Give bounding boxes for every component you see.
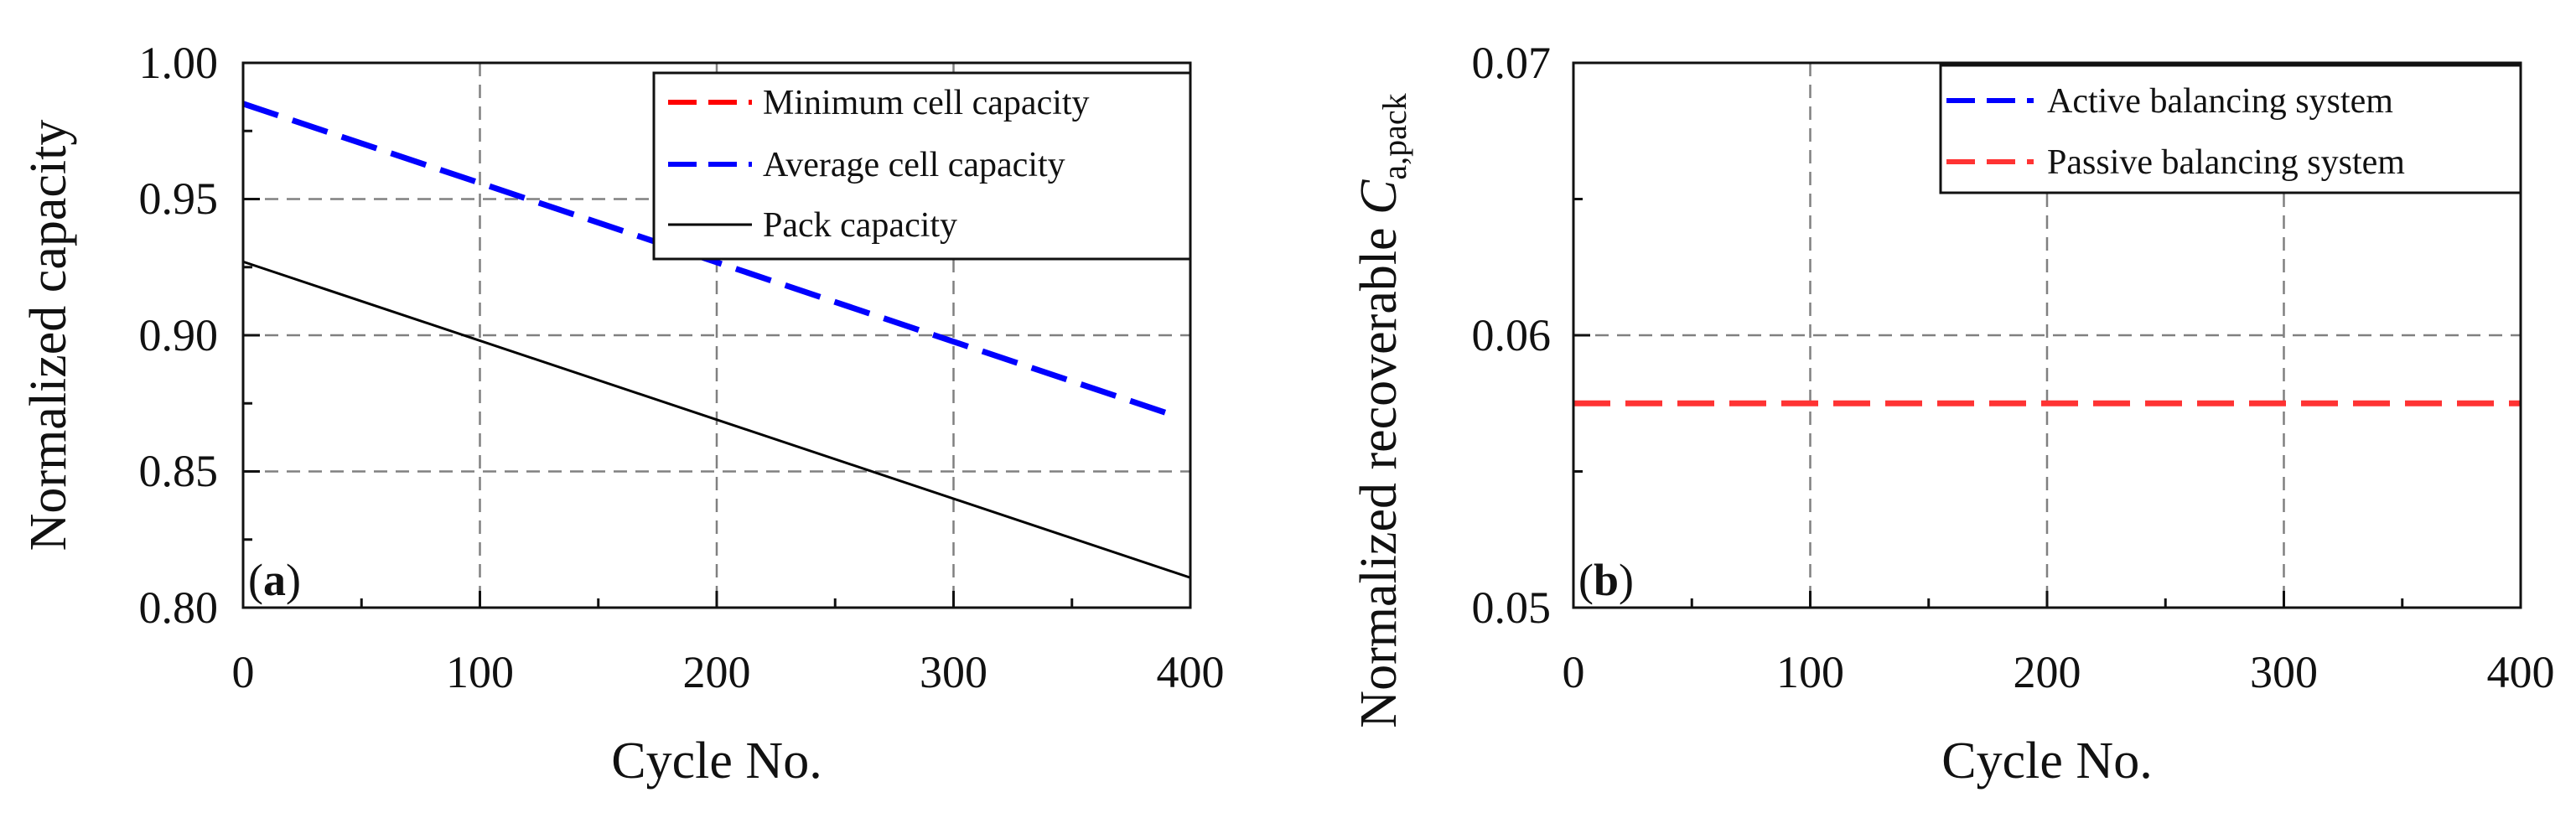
- y-axis-label-subscript: a,pack: [1376, 93, 1413, 179]
- x-axis-label: Cycle No.: [611, 733, 822, 790]
- panel-label-paren: (: [1578, 555, 1594, 605]
- legend-entry: Passive balancing system: [2047, 143, 2405, 182]
- panel-label-paren: ): [286, 555, 301, 605]
- x-tick-label: 300: [920, 647, 987, 697]
- legend-box: [1939, 64, 2522, 194]
- panel-label-paren: ): [1619, 555, 1634, 605]
- ticks-b: [1572, 61, 2522, 609]
- y-tick-label: 0.07: [1472, 38, 1552, 88]
- legend-b: Active balancing system Passive balancin…: [1939, 64, 2522, 194]
- legend-entry: Active balancing system: [2047, 82, 2393, 121]
- y-axis-label: Normalized capacity: [20, 120, 77, 551]
- legend-a: Minimum cell capacity Average cell capac…: [652, 71, 1192, 261]
- panel-label-letter: a: [263, 555, 286, 605]
- series-line: [241, 101, 1179, 420]
- x-axis-label: Cycle No.: [1941, 733, 2152, 790]
- y-tick-label: 0.06: [1472, 310, 1552, 360]
- y-axis-label-text: Normalized recoverable: [1350, 215, 1407, 728]
- series-line: [242, 260, 1191, 579]
- panel-label-paren: (: [248, 555, 263, 605]
- panel-label-letter: b: [1594, 555, 1619, 605]
- ticks-a: [241, 61, 1192, 609]
- legend-entry: Average cell capacity: [763, 146, 1065, 184]
- x-tick-label: 0: [1563, 647, 1585, 697]
- y-tick-label: 0.90: [139, 310, 219, 360]
- legend-entry: Minimum cell capacity: [763, 84, 1090, 122]
- series-layer-a: [241, 101, 1191, 579]
- x-tick-label: 300: [2250, 647, 2318, 697]
- x-tick-label: 100: [1776, 647, 1844, 697]
- chart-panel-b: 0 100 200 300 400 0.05 0.06 0.07 Cycle N…: [1350, 38, 2555, 790]
- x-tick-label: 400: [1157, 647, 1225, 697]
- x-tick-label: 0: [232, 647, 255, 697]
- y-tick-label: 0.05: [1472, 582, 1552, 633]
- x-tick-label: 400: [2487, 647, 2555, 697]
- y-tick-label: 1.00: [139, 38, 219, 88]
- y-tick-label: 0.95: [139, 173, 219, 224]
- legend-entry: Pack capacity: [763, 206, 957, 245]
- chart-panel-a: 0 100 200 300 400 0.80 0.85 0.90 0.95 1.…: [20, 38, 1225, 790]
- x-tick-label: 200: [2014, 647, 2081, 697]
- y-tick-label: 0.85: [139, 446, 219, 496]
- panel-label-a: (a): [248, 555, 301, 605]
- y-tick-label: 0.80: [139, 582, 219, 633]
- legend-box: [652, 71, 1192, 261]
- x-tick-label: 200: [683, 647, 751, 697]
- y-axis-label: Normalized recoverable Ca,pack: [1350, 93, 1413, 727]
- x-tick-label: 100: [446, 647, 514, 697]
- panel-label-b: (b): [1578, 555, 1634, 605]
- y-axis-label-symbol: C: [1350, 179, 1407, 215]
